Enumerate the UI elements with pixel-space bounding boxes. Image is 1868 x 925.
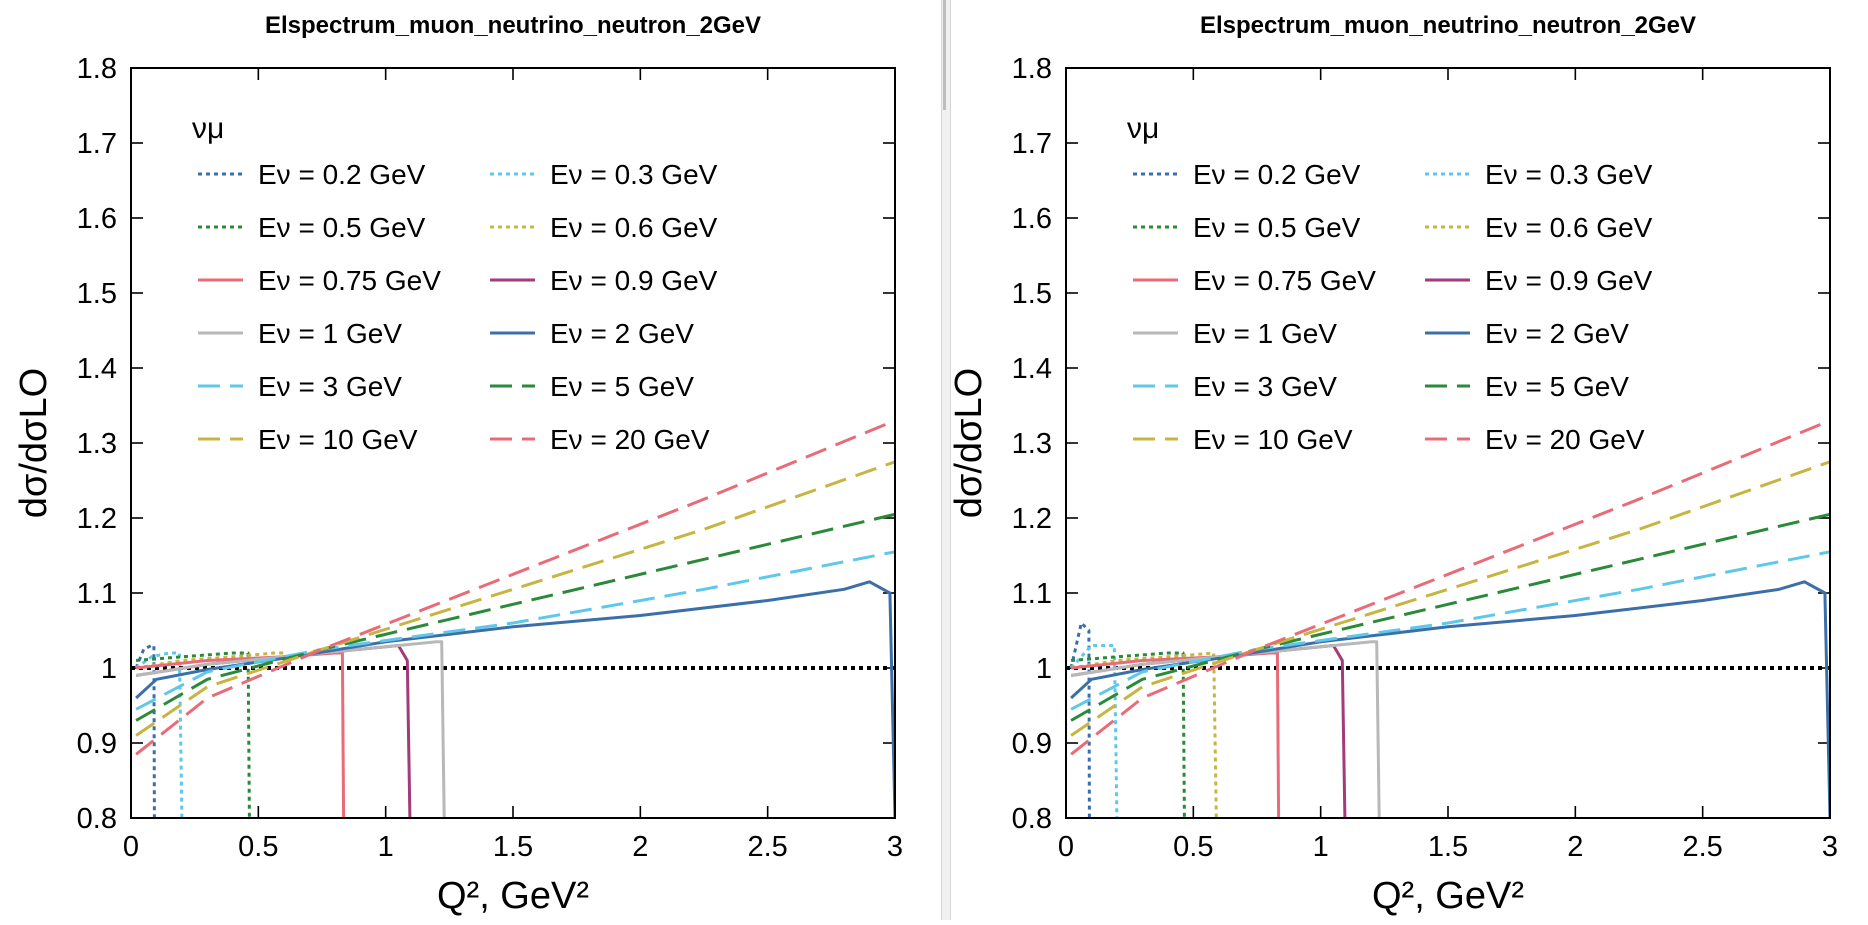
y-tick-label: 1.2 <box>77 503 117 535</box>
y-tick-label: 1.4 <box>1012 353 1052 385</box>
plot-frame <box>130 67 896 819</box>
y-tick-label: 1.6 <box>77 203 117 235</box>
legend-label: Eν = 0.9 GeV <box>550 265 718 296</box>
chart-panel-left: Elspectrum_muon_neutrino_neutron_2GeV 0.8… <box>0 0 933 920</box>
legend-label: Eν = 0.6 GeV <box>1485 212 1653 243</box>
legend-label: Eν = 20 GeV <box>1485 424 1645 455</box>
x-tick-label: 0.5 <box>1173 831 1213 863</box>
legend-label: Eν = 0.75 GeV <box>258 265 441 296</box>
legend-title: νμ <box>192 112 224 145</box>
y-tick-label: 0.9 <box>77 728 117 760</box>
y-tick-label: 1 <box>1036 653 1052 685</box>
y-tick-label: 1.2 <box>1012 503 1052 535</box>
x-tick-label: 1 <box>378 831 394 863</box>
y-tick-label: 0.9 <box>1012 728 1052 760</box>
series-line <box>135 651 284 670</box>
legend-label: Eν = 20 GeV <box>550 424 710 455</box>
legend-label: Eν = 0.6 GeV <box>550 212 718 243</box>
series-line <box>135 580 895 818</box>
series-line <box>1070 460 1830 737</box>
series-line <box>135 512 895 722</box>
x-tick-label: 0.5 <box>238 831 278 863</box>
x-tick-label: 3 <box>1822 831 1838 863</box>
plot-area <box>1066 419 1830 818</box>
legend-label: Eν = 10 GeV <box>1193 424 1353 455</box>
series-line <box>1070 640 1381 818</box>
x-tick-label: 1.5 <box>1428 831 1468 863</box>
x-tick-label: 1 <box>1313 831 1329 863</box>
y-tick-label: 1.1 <box>1012 578 1052 610</box>
legend-label: Eν = 0.5 GeV <box>1193 212 1361 243</box>
y-tick-label: 1.6 <box>1012 203 1052 235</box>
plot-area <box>131 419 895 818</box>
chart-title: Elspectrum_muon_neutrino_neutron_2GeV <box>265 12 761 39</box>
x-axis-label: Q², GeV² <box>437 875 589 917</box>
x-tick-label: 2 <box>632 831 648 863</box>
series-line <box>135 651 251 818</box>
chart-panel-right: Elspectrum_muon_neutrino_neutron_2GeV 0.8… <box>935 0 1868 920</box>
y-tick-label: 1.7 <box>77 128 117 160</box>
series-line <box>1070 512 1830 722</box>
pane-divider-grip[interactable] <box>943 0 946 110</box>
y-tick-label: 1.5 <box>1012 278 1052 310</box>
plot-frame <box>1065 67 1831 819</box>
legend-label: Eν = 1 GeV <box>1193 318 1337 349</box>
y-tick-label: 0.8 <box>77 803 117 835</box>
series-line <box>1070 419 1830 756</box>
y-tick-label: 1.8 <box>1012 53 1052 85</box>
y-tick-label: 1.1 <box>77 578 117 610</box>
y-tick-label: 1.5 <box>77 278 117 310</box>
y-tick-label: 1.3 <box>77 428 117 460</box>
y-axis-label: dσ/dσLO <box>13 368 55 518</box>
pane-divider[interactable] <box>941 0 951 920</box>
series-line <box>135 419 895 756</box>
series-line <box>1069 644 1119 818</box>
series-line <box>135 460 895 737</box>
series-line <box>1070 651 1218 818</box>
x-tick-label: 2.5 <box>748 831 788 863</box>
y-tick-label: 1.7 <box>1012 128 1052 160</box>
legend-label: Eν = 2 GeV <box>1485 318 1629 349</box>
legend-label: Eν = 5 GeV <box>1485 371 1629 402</box>
y-tick-label: 1.3 <box>1012 428 1052 460</box>
legend-title: νμ <box>1127 112 1159 145</box>
legend-label: Eν = 0.3 GeV <box>1485 159 1653 190</box>
legend-label: Eν = 0.2 GeV <box>1193 159 1361 190</box>
legend-label: Eν = 1 GeV <box>258 318 402 349</box>
x-tick-label: 0 <box>123 831 139 863</box>
legend-label: Eν = 0.2 GeV <box>258 159 426 190</box>
x-tick-label: 0 <box>1058 831 1074 863</box>
x-tick-label: 2.5 <box>1683 831 1723 863</box>
y-tick-label: 1.8 <box>77 53 117 85</box>
series-line <box>1070 550 1830 711</box>
y-tick-label: 1.4 <box>77 353 117 385</box>
series-line <box>1069 621 1091 818</box>
legend-label: Eν = 2 GeV <box>550 318 694 349</box>
y-axis-label: dσ/dσLO <box>948 368 990 518</box>
legend-label: Eν = 0.3 GeV <box>550 159 718 190</box>
series-line <box>135 550 895 711</box>
legend-label: Eν = 3 GeV <box>1193 371 1337 402</box>
y-tick-label: 1 <box>101 653 117 685</box>
series-line <box>1070 580 1830 818</box>
x-tick-label: 3 <box>887 831 903 863</box>
legend-label: Eν = 5 GeV <box>550 371 694 402</box>
legend-label: Eν = 10 GeV <box>258 424 418 455</box>
series-line <box>135 640 446 818</box>
x-tick-label: 1.5 <box>493 831 533 863</box>
series-line <box>134 644 156 818</box>
chart-right: Elspectrum_muon_neutrino_neutron_2GeV 0.8… <box>948 12 1838 917</box>
chart-title: Elspectrum_muon_neutrino_neutron_2GeV <box>1200 12 1696 39</box>
legend-label: Eν = 0.75 GeV <box>1193 265 1376 296</box>
legend-label: Eν = 0.5 GeV <box>258 212 426 243</box>
x-axis-label: Q², GeV² <box>1372 875 1524 917</box>
legend-label: Eν = 3 GeV <box>258 371 402 402</box>
y-tick-label: 0.8 <box>1012 803 1052 835</box>
x-tick-label: 2 <box>1567 831 1583 863</box>
chart-left: Elspectrum_muon_neutrino_neutron_2GeV 0.8… <box>13 12 903 917</box>
legend-label: Eν = 0.9 GeV <box>1485 265 1653 296</box>
series-line <box>1070 651 1186 818</box>
